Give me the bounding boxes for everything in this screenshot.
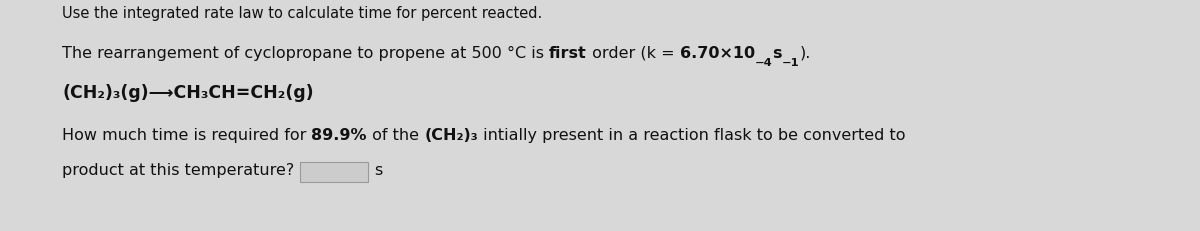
Text: (CH₂)₃(g)⟶CH₃CH=CH₂(g): (CH₂)₃(g)⟶CH₃CH=CH₂(g) — [62, 84, 313, 102]
Text: s: s — [374, 162, 383, 177]
Text: How much time is required for: How much time is required for — [62, 128, 312, 142]
Text: order (k =: order (k = — [587, 46, 679, 61]
Text: The rearrangement of cyclopropane to propene at 500 °C is: The rearrangement of cyclopropane to pro… — [62, 46, 550, 61]
Text: 6.70×10: 6.70×10 — [679, 46, 755, 61]
FancyBboxPatch shape — [300, 162, 368, 182]
Text: of the: of the — [367, 128, 424, 142]
Text: ).: ). — [799, 46, 811, 61]
Text: first: first — [550, 46, 587, 61]
Text: 89.9%: 89.9% — [312, 128, 367, 142]
Text: Use the integrated rate law to calculate time for percent reacted.: Use the integrated rate law to calculate… — [62, 6, 542, 21]
Text: s: s — [773, 46, 782, 61]
Text: intially present in a reaction flask to be converted to: intially present in a reaction flask to … — [478, 128, 905, 142]
Text: −1: −1 — [782, 58, 799, 68]
Text: −4: −4 — [755, 58, 773, 68]
Text: product at this temperature?: product at this temperature? — [62, 162, 294, 177]
Text: (CH₂)₃: (CH₂)₃ — [424, 128, 478, 142]
